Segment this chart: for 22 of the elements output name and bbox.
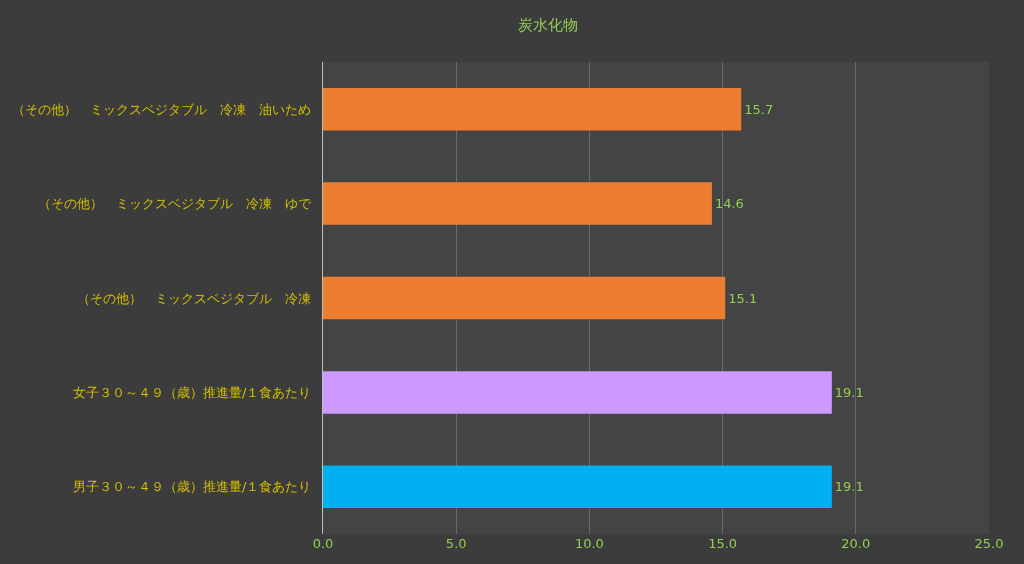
y-tick-label: 女子３０～４９（歳）推進量/１食あたり: [73, 384, 312, 400]
x-tick-label: 0.0: [312, 536, 334, 551]
bar: [323, 371, 832, 414]
bar: [323, 87, 742, 131]
data-label: 19.1: [834, 384, 864, 400]
bar: [323, 465, 832, 509]
x-tick-label: 10.0: [574, 536, 604, 551]
y-tick-label: （その他） ミックスベジタブル 冷凍 ゆで: [38, 196, 313, 212]
bar: [323, 276, 726, 320]
data-label: 14.6: [714, 196, 744, 212]
x-tick-label: 25.0: [974, 536, 1004, 551]
y-tick-label: （その他） ミックスベジタブル 冷凍 油いため: [12, 101, 312, 117]
chart-title: 炭水化物: [517, 16, 578, 35]
data-label: 15.1: [728, 290, 758, 306]
y-tick-label: （その他） ミックスベジタブル 冷凍: [77, 290, 312, 306]
y-tick-label: 男子３０～４９（歳）推進量/１食あたり: [73, 479, 312, 495]
data-label: 15.7: [744, 101, 774, 117]
x-tick-label: 15.0: [708, 536, 738, 551]
x-tick-label: 20.0: [841, 536, 871, 551]
data-label: 19.1: [834, 479, 864, 495]
x-tick-label: 5.0: [445, 536, 467, 551]
bar: [323, 182, 712, 225]
